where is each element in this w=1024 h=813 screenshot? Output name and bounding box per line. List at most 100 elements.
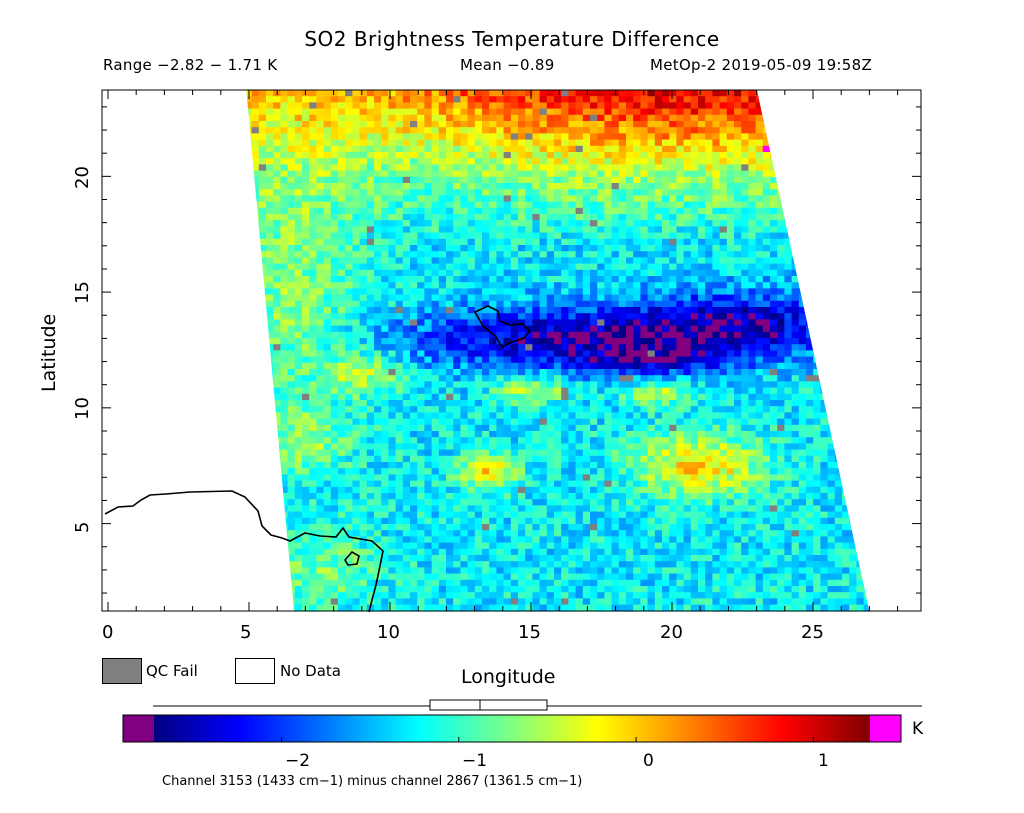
data-cell [496, 331, 504, 339]
data-cell [690, 201, 699, 209]
data-cell [158, 202, 166, 209]
data-cell [381, 238, 389, 246]
data-cell [914, 226, 922, 233]
data-cell [208, 121, 216, 128]
data-cell [820, 145, 828, 153]
data-cell [216, 270, 224, 277]
data-cell [510, 325, 519, 333]
data-cell [366, 362, 375, 370]
data-cell [460, 90, 468, 97]
data-cell [741, 232, 749, 240]
data-cell [330, 338, 339, 345]
data-cell [762, 313, 771, 320]
data-cell [151, 146, 159, 153]
data-cell [582, 114, 591, 122]
data-cell [258, 114, 267, 122]
data-cell [719, 139, 728, 147]
data-cell [446, 288, 454, 295]
data-cell [820, 257, 828, 264]
data-cell [856, 313, 864, 320]
data-cell [323, 127, 332, 134]
data-cell [568, 319, 576, 326]
data-cell [424, 164, 432, 171]
data-cell [777, 158, 785, 165]
data-cell [129, 189, 137, 196]
data-cell [352, 96, 360, 103]
data-cell [158, 282, 166, 289]
data-cell [597, 257, 605, 264]
data-cell [863, 269, 870, 277]
data-cell [122, 140, 130, 147]
data-cell [237, 319, 245, 326]
data-cell [122, 226, 130, 233]
data-cell [395, 313, 404, 320]
data-cell [309, 319, 317, 326]
data-cell [834, 164, 843, 171]
data-cell [194, 307, 202, 314]
data-cell [381, 307, 389, 314]
data-cell [474, 152, 483, 159]
data-cell [640, 201, 648, 209]
data-cell [813, 282, 821, 289]
data-cell [856, 220, 864, 227]
data-cell [834, 300, 843, 308]
data-cell [755, 139, 764, 147]
data-cell [302, 269, 310, 277]
data-cell [258, 263, 267, 271]
data-cell [172, 90, 180, 97]
data-cell [151, 357, 159, 364]
data-cell [705, 288, 713, 295]
data-cell [575, 195, 584, 202]
data-cell [251, 251, 260, 258]
data-cell [712, 114, 720, 122]
data-cell [626, 195, 634, 202]
data-cell [633, 102, 641, 109]
data-cell [662, 288, 670, 295]
data-cell [144, 264, 152, 271]
data-cell [914, 270, 922, 277]
data-cell [122, 115, 130, 122]
data-cell [467, 263, 476, 271]
data-cell [618, 319, 627, 326]
data-cell [705, 232, 713, 240]
data-cell [410, 356, 418, 364]
data-cell [554, 195, 562, 202]
data-cell [683, 319, 692, 326]
data-cell [712, 232, 720, 240]
data-cell [806, 338, 814, 345]
data-cell [474, 214, 483, 221]
data-cell [460, 288, 468, 295]
data-cell [446, 362, 454, 370]
data-cell [712, 331, 720, 339]
data-cell [582, 245, 591, 252]
data-cell [258, 350, 267, 357]
data-cell [453, 201, 461, 209]
data-cell [871, 264, 879, 271]
data-cell [669, 189, 677, 196]
data-cell [892, 195, 900, 202]
data-cell [784, 96, 792, 103]
data-cell [460, 145, 468, 153]
data-cell [503, 226, 512, 233]
data-cell [748, 152, 756, 159]
data-cell [770, 114, 778, 122]
data-cell [633, 152, 641, 159]
data-cell [784, 238, 792, 246]
data-cell [604, 189, 612, 196]
data-cell [784, 288, 792, 295]
data-cell [878, 344, 886, 351]
data-cell [223, 158, 231, 165]
data-cell [510, 152, 519, 159]
data-cell [246, 183, 252, 190]
data-cell [187, 257, 195, 264]
data-cell [640, 226, 648, 233]
data-cell [496, 108, 504, 116]
data-cell [539, 127, 548, 134]
data-cell [402, 263, 411, 271]
data-cell [863, 313, 870, 320]
data-cell [719, 245, 728, 252]
data-cell [180, 363, 188, 370]
data-cell [777, 170, 785, 178]
data-cell [180, 214, 188, 221]
data-cell [907, 344, 915, 351]
